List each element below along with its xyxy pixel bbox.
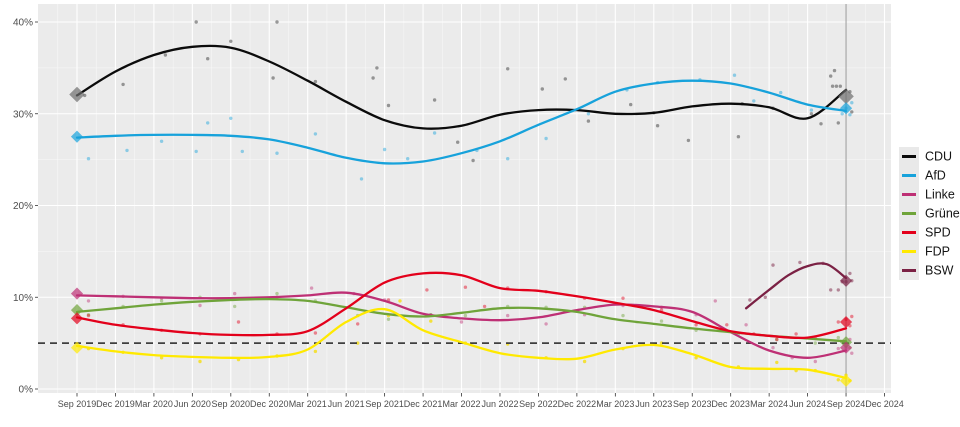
x-axis-tick-label: Mar 2024 [750, 399, 788, 409]
axes: 0%10%20%30%40%Sep 2019 Dec 2019 Mar 2020 Ju… [13, 18, 904, 410]
election-marker-cdu [69, 86, 85, 103]
x-axis-tick-label: Jun 2020 [174, 399, 211, 409]
x-axis-tick-label: Dec 2021 [404, 399, 443, 409]
y-axis-tick-label: 30% [13, 109, 33, 120]
x-axis-tick-label: Jun 2024 [789, 399, 826, 409]
trend-line-afd [75, 79, 848, 165]
legend-label-afd: AfD [925, 169, 946, 183]
x-axis-tick-label: Sep 2019 [58, 399, 97, 409]
trend-line-spd [75, 271, 848, 340]
trend-line-bsw [744, 262, 848, 310]
x-axis-tick-label: Sep 2023 [673, 399, 712, 409]
x-axis-tick-label: Dec 2019 [96, 399, 135, 409]
legend-label-linke: Linke [925, 188, 955, 202]
x-axis-tick-label: Mar 2023 [596, 399, 634, 409]
legend-label-grune: Grüne [925, 207, 960, 221]
x-axis-tick-label: Dec 2020 [250, 399, 289, 409]
legend-label-cdu: CDU [925, 150, 952, 164]
trend-line-fdp [75, 307, 848, 380]
y-axis-tick-label: 20% [13, 201, 33, 212]
x-axis-tick-label: Dec 2022 [558, 399, 597, 409]
gridlines-minor [38, 4, 891, 393]
x-axis-tick-label: Mar 2021 [289, 399, 327, 409]
x-axis-tick-label: Dec 2024 [865, 399, 904, 409]
plot-panel [38, 4, 891, 393]
x-axis-tick-label: Sep 2024 [827, 399, 866, 409]
y-axis-tick-label: 0% [19, 385, 34, 396]
x-axis-tick-label: Jun 2021 [328, 399, 365, 409]
trend-line-linke [75, 291, 848, 359]
x-axis-tick-label: Mar 2022 [443, 399, 481, 409]
legend-label-bsw: BSW [925, 264, 954, 278]
x-axis-tick-label: Dec 2023 [711, 399, 750, 409]
x-axis-tick-label: Jun 2023 [635, 399, 672, 409]
x-axis-tick-label: Sep 2021 [365, 399, 404, 409]
y-axis-tick-label: 40% [13, 18, 33, 29]
chart-legend: CDU AfD Linke Grüne SPD FDP BSW [899, 147, 960, 280]
gridlines-major [38, 4, 891, 393]
x-axis-tick-label: Sep 2022 [519, 399, 558, 409]
legend-label-spd: SPD [925, 226, 951, 240]
trend-line-grune [75, 297, 848, 343]
election-results-sep-2019 [69, 86, 85, 354]
legend-label-fdp: FDP [925, 245, 950, 259]
x-axis-tick-label: Mar 2020 [135, 399, 173, 409]
y-axis-tick-label: 10% [13, 293, 33, 304]
trend-line-cdu [75, 44, 848, 130]
election-marker-afd [70, 130, 84, 143]
x-axis-tick-label: Jun 2022 [481, 399, 518, 409]
x-axis-tick-label: Sep 2020 [212, 399, 251, 409]
